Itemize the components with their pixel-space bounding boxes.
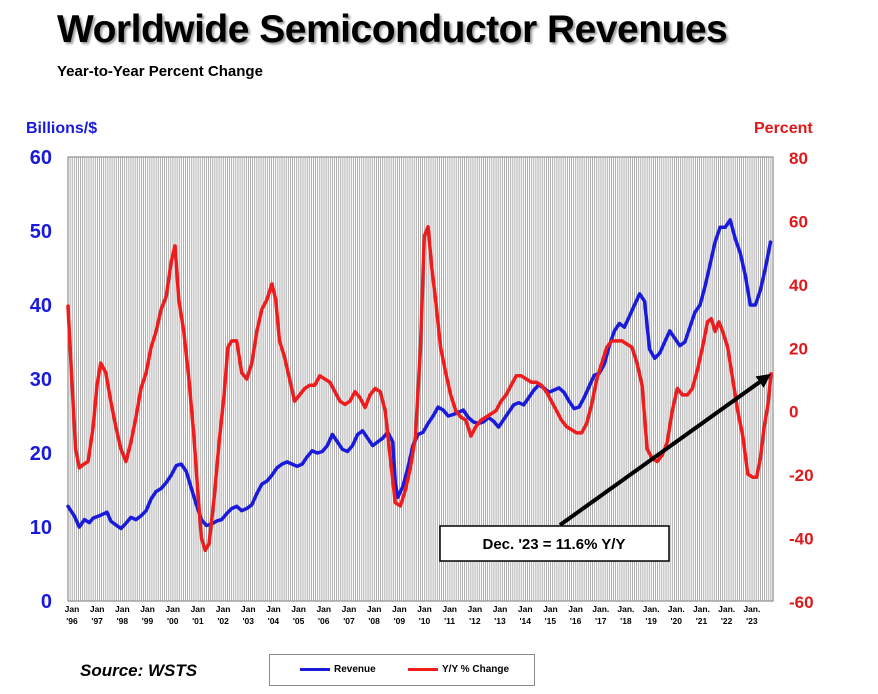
annotation-text: Dec. '23 = 11.6% Y/Y [483, 536, 626, 553]
left-tick-label: 60 [30, 147, 52, 169]
x-tick-label: Jan. [592, 604, 609, 614]
right-axis-label: Percent [754, 120, 813, 137]
right-tick-label: 0 [789, 403, 798, 422]
x-tick-label: Jan [442, 604, 457, 614]
x-tick-label: Jan. [718, 604, 735, 614]
annotation-arrow-head [755, 373, 771, 388]
x-tick-label: Jan [417, 604, 432, 614]
legend-item-revenue: Revenue [300, 664, 376, 675]
legend-label-yoy: Y/Y % Change [442, 664, 510, 675]
x-tick-label: '15 [545, 616, 557, 626]
x-tick-label: Jan [266, 604, 281, 614]
x-tick-label: '99 [142, 616, 154, 626]
x-tick-label: '05 [293, 616, 305, 626]
x-tick-label: '23 [746, 616, 758, 626]
legend-label-revenue: Revenue [334, 664, 376, 675]
legend-swatch-yoy [408, 668, 438, 671]
left-tick-label: 20 [30, 443, 52, 465]
x-tick-label: Jan. [743, 604, 760, 614]
x-tick-label: '12 [469, 616, 481, 626]
x-tick-label: Jan [543, 604, 558, 614]
x-tick-label: '08 [368, 616, 380, 626]
chart-subtitle: Year-to-Year Percent Change [57, 63, 263, 80]
left-tick-label: 30 [30, 369, 52, 391]
right-tick-label: 80 [789, 149, 808, 168]
annotation-box [439, 525, 670, 562]
x-tick-label: '09 [394, 616, 406, 626]
x-tick-label: '04 [268, 616, 280, 626]
x-tick-label: Jan [518, 604, 533, 614]
left-tick-label: 0 [41, 591, 52, 613]
source-note: Source: WSTS [80, 661, 198, 680]
x-tick-label: Jan [392, 604, 407, 614]
x-tick-label: '19 [645, 616, 657, 626]
x-tick-label: Jan [165, 604, 180, 614]
x-tick-label: '02 [217, 616, 229, 626]
x-tick-label: '17 [595, 616, 607, 626]
annotation-arrow-line [558, 380, 761, 527]
x-tick-label: Jan [90, 604, 105, 614]
x-tick-label: Jan [216, 604, 231, 614]
right-tick-label: -20 [789, 466, 814, 485]
x-tick-label: '14 [519, 616, 531, 626]
x-tick-label: '11 [444, 616, 455, 626]
right-tick-label: 60 [789, 212, 808, 231]
x-tick-label: '20 [671, 616, 683, 626]
chart-title: Worldwide Semiconductor Revenues [57, 8, 728, 51]
x-tick-label: '16 [570, 616, 582, 626]
left-tick-label: 10 [30, 517, 52, 539]
x-tick-label: Jan [140, 604, 155, 614]
right-tick-label: -40 [789, 530, 814, 549]
x-tick-label: Jan [316, 604, 331, 614]
x-tick-label: Jan. [643, 604, 660, 614]
left-tick-label: 40 [30, 295, 52, 317]
x-tick-label: Jan. [693, 604, 710, 614]
right-tick-label: -60 [789, 593, 814, 612]
left-tick-label: 50 [30, 221, 52, 243]
x-tick-label: Jan [65, 604, 80, 614]
x-tick-label: Jan. [617, 604, 634, 614]
chart-legend: Revenue Y/Y % Change [269, 654, 535, 686]
x-tick-label: '96 [66, 616, 78, 626]
series-line-yoy [66, 225, 773, 553]
x-tick-label: '00 [167, 616, 179, 626]
x-tick-label: '97 [91, 616, 103, 626]
right-tick-label: 20 [789, 339, 808, 358]
series-line-revenue [66, 218, 773, 531]
legend-swatch-revenue [300, 668, 330, 671]
x-tick-label: '22 [721, 616, 733, 626]
x-tick-label: '13 [494, 616, 506, 626]
x-tick-label: '07 [343, 616, 355, 626]
x-tick-label: Jan. [668, 604, 685, 614]
left-axis-label: Billions/$ [26, 120, 98, 137]
x-tick-label: Jan [191, 604, 206, 614]
x-tick-label: Jan [493, 604, 508, 614]
x-tick-label: '03 [243, 616, 255, 626]
x-tick-label: Jan [342, 604, 357, 614]
x-tick-label: Jan [468, 604, 483, 614]
x-tick-label: '21 [696, 616, 708, 626]
legend-item-yoy: Y/Y % Change [408, 664, 509, 675]
x-tick-label: '18 [620, 616, 632, 626]
x-tick-label: Jan [568, 604, 583, 614]
x-tick-label: Jan [291, 604, 306, 614]
right-tick-label: 40 [789, 276, 808, 295]
x-tick-label: Jan [115, 604, 130, 614]
x-tick-label: '10 [419, 616, 431, 626]
x-tick-label: '98 [117, 616, 129, 626]
x-tick-label: '06 [318, 616, 330, 626]
x-tick-label: '01 [192, 616, 204, 626]
x-tick-label: Jan [241, 604, 256, 614]
x-tick-label: Jan [367, 604, 382, 614]
